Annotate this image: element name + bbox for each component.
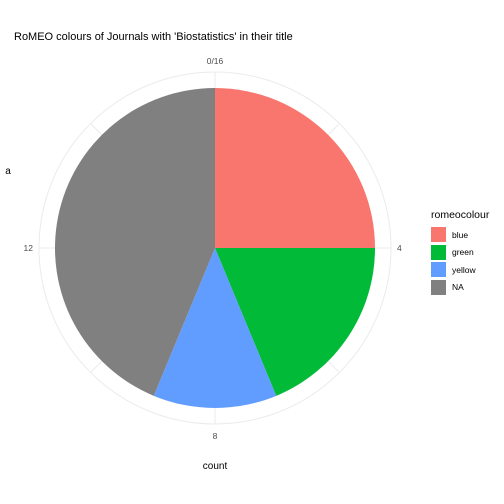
legend-item-green: green (431, 244, 489, 262)
pie-slice-yellow (153, 248, 277, 408)
legend-title: romeocolour (431, 209, 490, 221)
angle-tick-labels: 0/16 4 8 12 (24, 56, 402, 441)
tick-label: 8 (213, 431, 218, 441)
tick-label: 12 (24, 243, 34, 253)
pie-slices (54, 88, 375, 408)
legend-label: NA (452, 282, 464, 293)
pie-slice-blue (215, 88, 375, 248)
x-axis-title: count (203, 461, 228, 472)
pie-slice-na (54, 88, 215, 396)
chart-title: RoMEO colours of Journals with 'Biostati… (14, 31, 293, 43)
legend-label: yellow (452, 264, 476, 275)
legend-item-na: NA (431, 279, 489, 297)
legend-item-blue: blue (431, 226, 489, 244)
legend-swatch (431, 262, 446, 278)
tick-label: 4 (397, 243, 402, 253)
legend-item-yellow: yellow (431, 261, 489, 279)
legend-label: blue (452, 229, 469, 240)
legend: romeocolour blue green yellow NA (431, 209, 489, 296)
legend-label: green (452, 247, 474, 258)
tick-label: 0/16 (207, 56, 224, 66)
y-axis-title: a (5, 166, 11, 177)
legend-swatch (431, 279, 446, 295)
pie-slice-green (215, 248, 375, 396)
legend-swatch (431, 227, 446, 243)
legend-swatch (431, 244, 446, 260)
legend-items: blue green yellow NA (431, 226, 489, 296)
